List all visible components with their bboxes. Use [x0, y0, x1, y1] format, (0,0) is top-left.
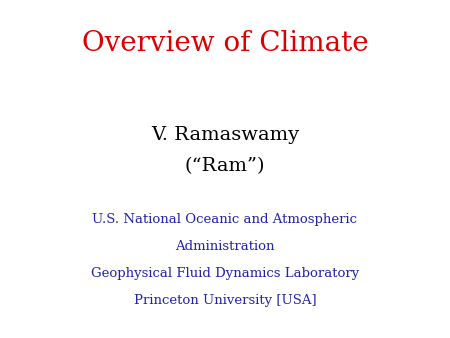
Text: U.S. National Oceanic and Atmospheric: U.S. National Oceanic and Atmospheric	[93, 213, 357, 226]
Text: Geophysical Fluid Dynamics Laboratory: Geophysical Fluid Dynamics Laboratory	[91, 267, 359, 280]
Text: (“Ram”): (“Ram”)	[185, 156, 265, 175]
Text: V. Ramaswamy: V. Ramaswamy	[151, 126, 299, 144]
Text: Administration: Administration	[175, 240, 275, 253]
Text: Overview of Climate: Overview of Climate	[82, 30, 368, 57]
Text: Princeton University [USA]: Princeton University [USA]	[134, 294, 316, 307]
